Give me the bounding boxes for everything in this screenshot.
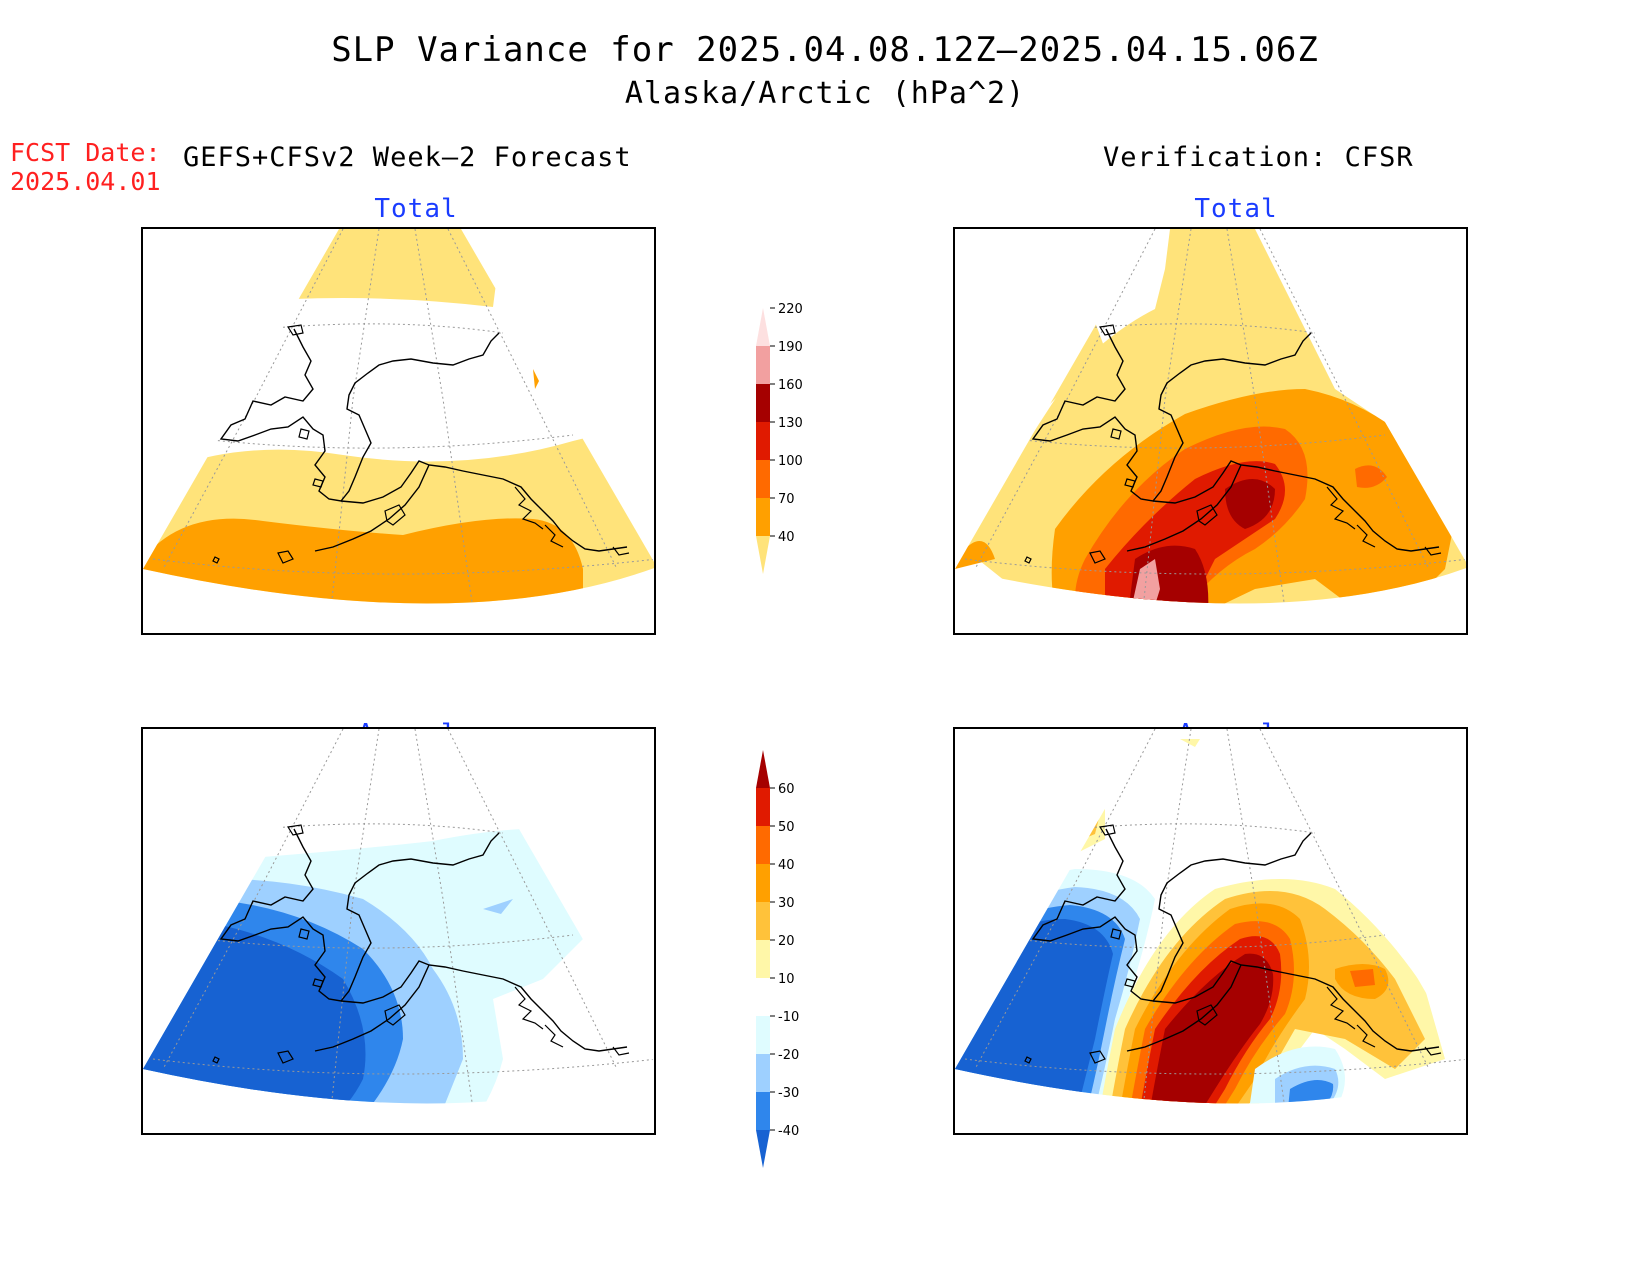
forecast-column-header: GEFS+CFSv2 Week–2 Forecast	[183, 142, 632, 173]
colorbar-label: -10	[778, 1010, 799, 1025]
total-colorbar: 40 70 100 130 160 190 220	[756, 302, 803, 574]
figure-subtitle: Alaska/Arctic (hPa^2)	[624, 76, 1026, 111]
colorbar-swatch	[756, 826, 770, 864]
colorbar-swatch	[756, 346, 770, 384]
colorbar-label: -20	[778, 1048, 799, 1063]
colorbar-label: 60	[778, 782, 795, 797]
anomaly-colorbar: -40 -30 -20 -10 10 20 30 40 50 60	[756, 750, 799, 1168]
colorbar-swatch	[756, 308, 770, 346]
colorbar-label: 40	[778, 858, 795, 873]
fcst-date-label: FCST Date:	[10, 138, 161, 167]
forecast-total-field	[143, 229, 654, 604]
forecast-anomaly-map	[141, 727, 656, 1135]
verification-total-field	[955, 229, 1466, 604]
verification-total-title: Total	[1194, 194, 1278, 224]
fcst-date-value: 2025.04.01	[10, 167, 161, 196]
colorbar-label: 190	[778, 340, 803, 355]
colorbar-label: 160	[778, 378, 803, 393]
colorbar-swatch	[756, 750, 770, 788]
figure-title: SLP Variance for 2025.04.08.12Z–2025.04.…	[331, 30, 1319, 70]
colorbar-swatch	[756, 902, 770, 940]
forecast-total-map	[141, 227, 656, 635]
forecast-anomaly-field	[143, 729, 654, 1104]
colorbar-swatch	[756, 1130, 770, 1168]
colorbar-label: -30	[778, 1086, 799, 1101]
colorbar-label: 40	[778, 530, 795, 545]
colorbar-label: 130	[778, 416, 803, 431]
colorbar-swatch	[756, 460, 770, 498]
forecast-total-title: Total	[374, 194, 458, 224]
colorbar-swatch	[756, 978, 770, 1016]
colorbar-swatch	[756, 384, 770, 422]
colorbar-swatch	[756, 940, 770, 978]
colorbar-swatch	[756, 864, 770, 902]
colorbar-label: 100	[778, 454, 803, 469]
fcst-date: FCST Date: 2025.04.01	[10, 138, 161, 196]
verification-column-header: Verification: CFSR	[1103, 142, 1414, 173]
colorbar-swatch	[756, 788, 770, 826]
verification-anomaly-field	[955, 729, 1466, 1104]
colorbar-label: 50	[778, 820, 795, 835]
colorbar-swatch	[756, 422, 770, 460]
colorbar-label: 10	[778, 972, 795, 987]
colorbar-label: 220	[778, 302, 803, 317]
verification-total-map	[953, 227, 1468, 635]
colorbar-swatch	[756, 498, 770, 536]
colorbar-label: 30	[778, 896, 795, 911]
colorbar-label: -40	[778, 1124, 799, 1139]
colorbar-swatch	[756, 536, 770, 574]
verification-anomaly-map	[953, 727, 1468, 1135]
colorbar-swatch	[756, 1054, 770, 1092]
colorbar-label: 20	[778, 934, 795, 949]
colorbar-label: 70	[778, 492, 795, 507]
colorbar-swatch	[756, 1092, 770, 1130]
colorbar-swatch	[756, 1016, 770, 1054]
